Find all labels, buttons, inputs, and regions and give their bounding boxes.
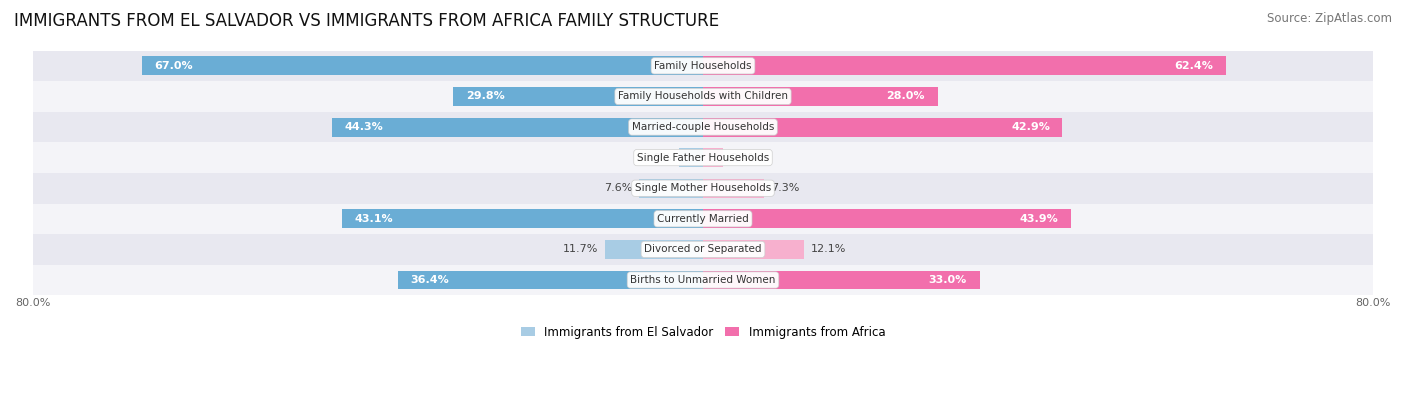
Text: 11.7%: 11.7%: [562, 245, 599, 254]
Text: 7.3%: 7.3%: [770, 183, 799, 193]
Text: Source: ZipAtlas.com: Source: ZipAtlas.com: [1267, 12, 1392, 25]
Bar: [32, 173, 1374, 203]
Bar: [32, 142, 1374, 173]
Bar: [703, 240, 804, 259]
Text: Single Father Households: Single Father Households: [637, 152, 769, 163]
Text: 29.8%: 29.8%: [465, 91, 505, 102]
Bar: [703, 87, 938, 106]
Bar: [679, 148, 703, 167]
Text: 80.0%: 80.0%: [1355, 298, 1391, 308]
Bar: [703, 209, 1071, 228]
Bar: [453, 87, 703, 106]
Bar: [703, 118, 1063, 137]
Text: 12.1%: 12.1%: [811, 245, 846, 254]
Text: 2.9%: 2.9%: [644, 152, 672, 163]
Text: 42.9%: 42.9%: [1011, 122, 1050, 132]
Bar: [332, 118, 703, 137]
Legend: Immigrants from El Salvador, Immigrants from Africa: Immigrants from El Salvador, Immigrants …: [516, 321, 890, 343]
Text: Currently Married: Currently Married: [657, 214, 749, 224]
Bar: [398, 271, 703, 290]
Text: IMMIGRANTS FROM EL SALVADOR VS IMMIGRANTS FROM AFRICA FAMILY STRUCTURE: IMMIGRANTS FROM EL SALVADOR VS IMMIGRANT…: [14, 12, 720, 30]
Text: 62.4%: 62.4%: [1174, 61, 1213, 71]
Text: 33.0%: 33.0%: [929, 275, 967, 285]
Text: Divorced or Separated: Divorced or Separated: [644, 245, 762, 254]
Bar: [342, 209, 703, 228]
Bar: [703, 56, 1226, 75]
Bar: [142, 56, 703, 75]
Bar: [32, 234, 1374, 265]
Text: 43.1%: 43.1%: [354, 214, 394, 224]
Bar: [703, 148, 723, 167]
Text: Married-couple Households: Married-couple Households: [631, 122, 775, 132]
Bar: [703, 271, 980, 290]
Bar: [703, 179, 765, 198]
Text: 36.4%: 36.4%: [411, 275, 450, 285]
Bar: [605, 240, 703, 259]
Text: 7.6%: 7.6%: [605, 183, 633, 193]
Text: 43.9%: 43.9%: [1019, 214, 1059, 224]
Bar: [32, 51, 1374, 81]
Bar: [32, 112, 1374, 142]
Text: Family Households with Children: Family Households with Children: [619, 91, 787, 102]
Text: 67.0%: 67.0%: [155, 61, 193, 71]
Bar: [640, 179, 703, 198]
Text: 28.0%: 28.0%: [887, 91, 925, 102]
Text: 2.4%: 2.4%: [730, 152, 758, 163]
Text: 80.0%: 80.0%: [15, 298, 51, 308]
Text: Births to Unmarried Women: Births to Unmarried Women: [630, 275, 776, 285]
Bar: [32, 81, 1374, 112]
Text: Single Mother Households: Single Mother Households: [636, 183, 770, 193]
Bar: [32, 203, 1374, 234]
Text: Family Households: Family Households: [654, 61, 752, 71]
Bar: [32, 265, 1374, 295]
Text: 44.3%: 44.3%: [344, 122, 382, 132]
